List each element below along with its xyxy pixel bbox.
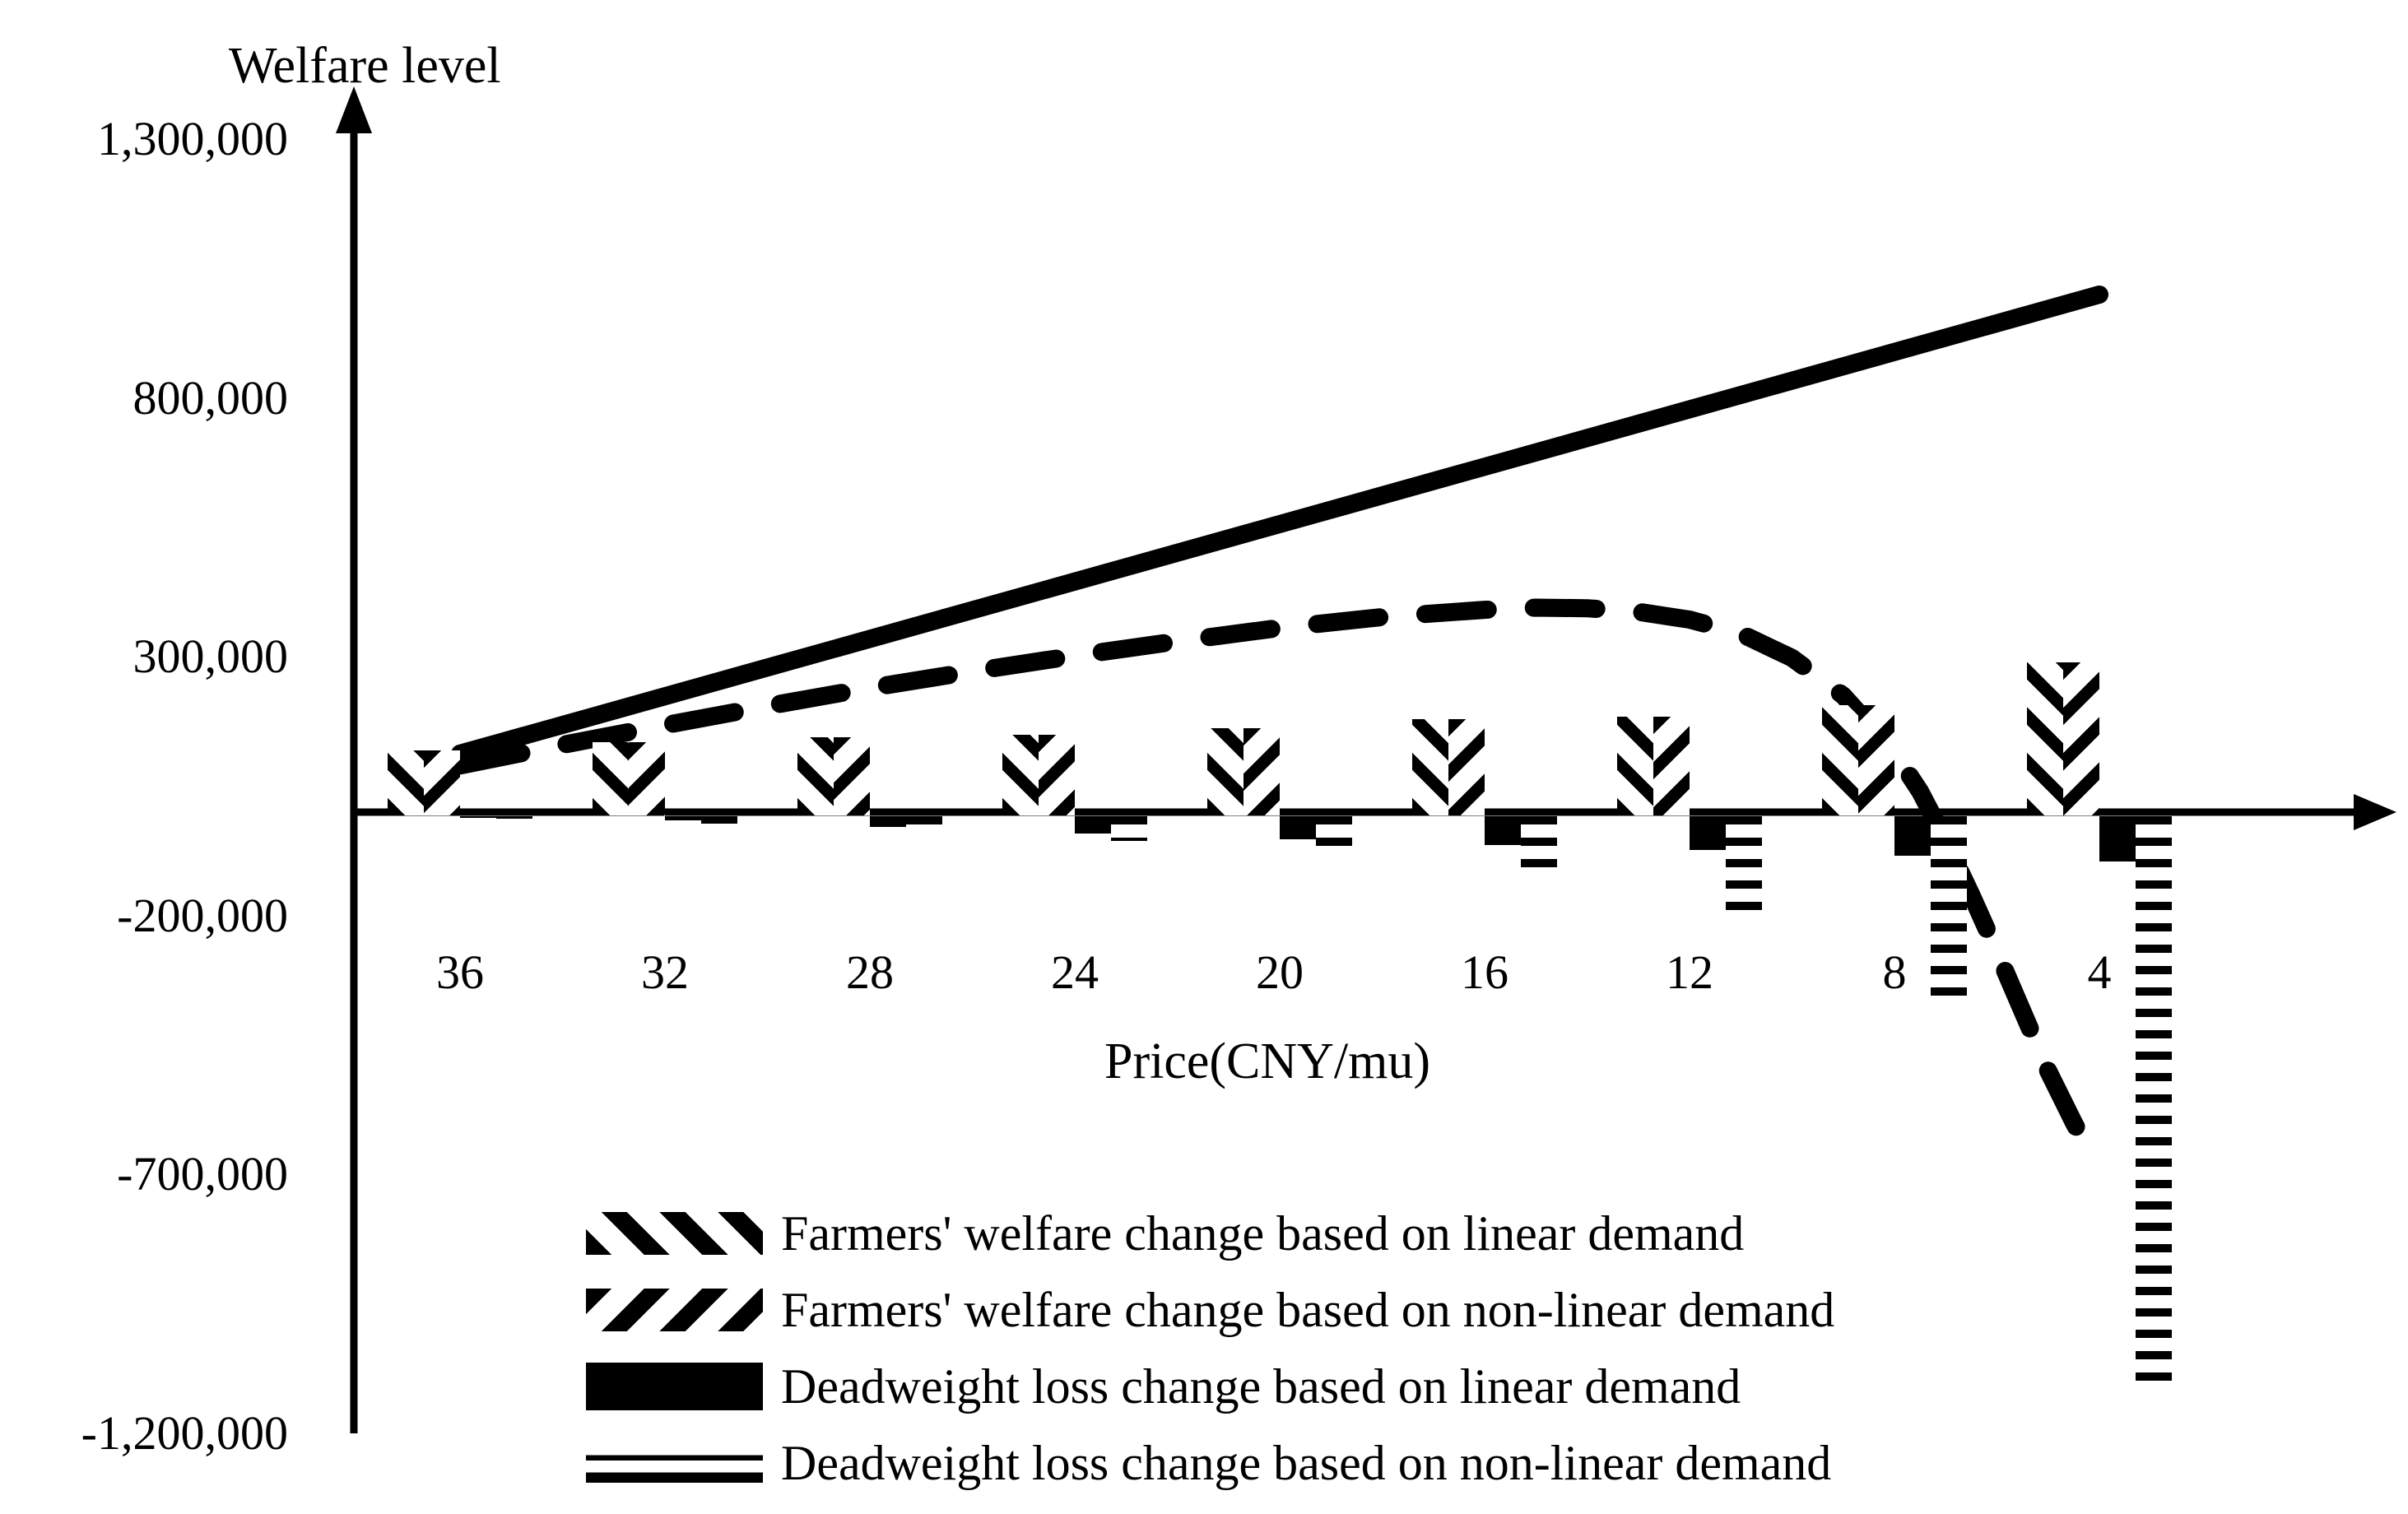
- y-tick-label: -700,000: [117, 1147, 288, 1201]
- legend: Farmers' welfare change based on linear …: [586, 1195, 1834, 1501]
- bar-hstripe-price-12: [1726, 815, 1762, 913]
- bar-hatch-fwd-price-24: [1039, 734, 1075, 816]
- legend-row-dwl-nonlinear: Deadweight loss change based on non-line…: [586, 1424, 1834, 1501]
- bar-hatch-fwd-price-16: [1448, 718, 1485, 816]
- bar-solid-black-price-24: [1075, 815, 1111, 834]
- bar-hstripe-price-8: [1931, 815, 1967, 1010]
- x-tick-label: 36: [436, 945, 484, 999]
- bar-solid-black-price-4: [2099, 815, 2136, 861]
- x-axis-title: Price(CNY/mu): [1104, 1033, 1431, 1089]
- bar-hatch-fwd-price-8: [1858, 704, 1894, 816]
- y-tick-label: 800,000: [132, 370, 289, 425]
- bar-solid-black-price-16: [1485, 815, 1521, 845]
- solid-black-swatch-icon: [586, 1362, 763, 1410]
- backslash-hatch-swatch-icon: [586, 1211, 763, 1255]
- bar-hatch-fwd-price-28: [834, 736, 870, 816]
- bar-hstripe-price-28: [906, 815, 942, 830]
- x-tick-label: 32: [641, 945, 689, 999]
- x-tick-label: 8: [1882, 945, 1907, 999]
- y-axis-title: Welfare level: [229, 38, 501, 94]
- bar-hatch-back-price-20: [1207, 728, 1244, 816]
- bar-hatch-back-price-32: [593, 742, 629, 816]
- bar-hstripe-price-32: [701, 815, 737, 824]
- x-tick-label: 24: [1051, 945, 1099, 999]
- y-tick-label: 300,000: [132, 629, 289, 684]
- bar-hatch-back-price-28: [797, 736, 834, 816]
- bar-hatch-fwd-price-12: [1653, 716, 1690, 816]
- solid-welfare-line: [451, 286, 2108, 763]
- bar-hstripe-price-36: [496, 815, 532, 819]
- bar-solid-black-price-12: [1690, 815, 1726, 850]
- bar-hatch-back-price-4: [2027, 662, 2063, 816]
- bar-hstripe-price-16: [1521, 815, 1557, 872]
- x-tick-label: 28: [846, 945, 894, 999]
- bar-hstripe-price-4: [2136, 815, 2172, 1382]
- bar-solid-black-price-8: [1894, 815, 1931, 857]
- x-tick-label: 12: [1666, 945, 1713, 999]
- bar-hatch-fwd-price-4: [2063, 662, 2099, 816]
- forwardslash-hatch-swatch-icon: [586, 1288, 763, 1331]
- legend-row-farmers-nonlinear: Farmers' welfare change based on non-lin…: [586, 1271, 1834, 1348]
- legend-label: Farmers' welfare change based on non-lin…: [781, 1282, 1835, 1337]
- x-tick-label: 16: [1461, 945, 1508, 999]
- horizontal-stripes-swatch-icon: [586, 1442, 763, 1483]
- y-tick-label: -200,000: [117, 888, 288, 942]
- bar-hatch-back-price-24: [1002, 734, 1039, 816]
- bar-hatch-back-price-16: [1412, 718, 1448, 816]
- bar-hatch-fwd-price-20: [1244, 728, 1280, 816]
- y-tick-label: -1,200,000: [81, 1405, 288, 1460]
- dashed-welfare-curve: [451, 598, 2099, 1160]
- bar-hatch-fwd-price-36: [424, 750, 460, 816]
- bar-solid-black-price-32: [665, 815, 701, 821]
- bar-hatch-back-price-8: [1822, 704, 1858, 816]
- bar-hatch-back-price-12: [1617, 716, 1653, 816]
- legend-label: Deadweight loss change based on linear d…: [781, 1358, 1741, 1414]
- x-tick-label: 20: [1256, 945, 1304, 999]
- y-axis-arrow-icon: [336, 86, 372, 133]
- bar-hatch-back-price-36: [388, 750, 424, 816]
- bar-solid-black-price-28: [870, 815, 906, 827]
- bar-hstripe-price-20: [1316, 815, 1352, 854]
- legend-label: Farmers' welfare change based on linear …: [781, 1205, 1745, 1261]
- bar-hatch-fwd-price-32: [629, 742, 665, 816]
- bar-solid-black-price-20: [1280, 815, 1316, 839]
- bar-solid-black-price-36: [460, 815, 496, 818]
- legend-row-farmers-linear: Farmers' welfare change based on linear …: [586, 1195, 1834, 1271]
- legend-row-dwl-linear: Deadweight loss change based on linear d…: [586, 1348, 1834, 1424]
- x-axis-arrow-icon: [2354, 794, 2396, 830]
- y-tick-label: 1,300,000: [97, 112, 288, 166]
- bar-hstripe-price-24: [1111, 815, 1147, 841]
- legend-label: Deadweight loss change based on non-line…: [781, 1435, 1832, 1490]
- x-tick-label: 4: [2087, 945, 2112, 999]
